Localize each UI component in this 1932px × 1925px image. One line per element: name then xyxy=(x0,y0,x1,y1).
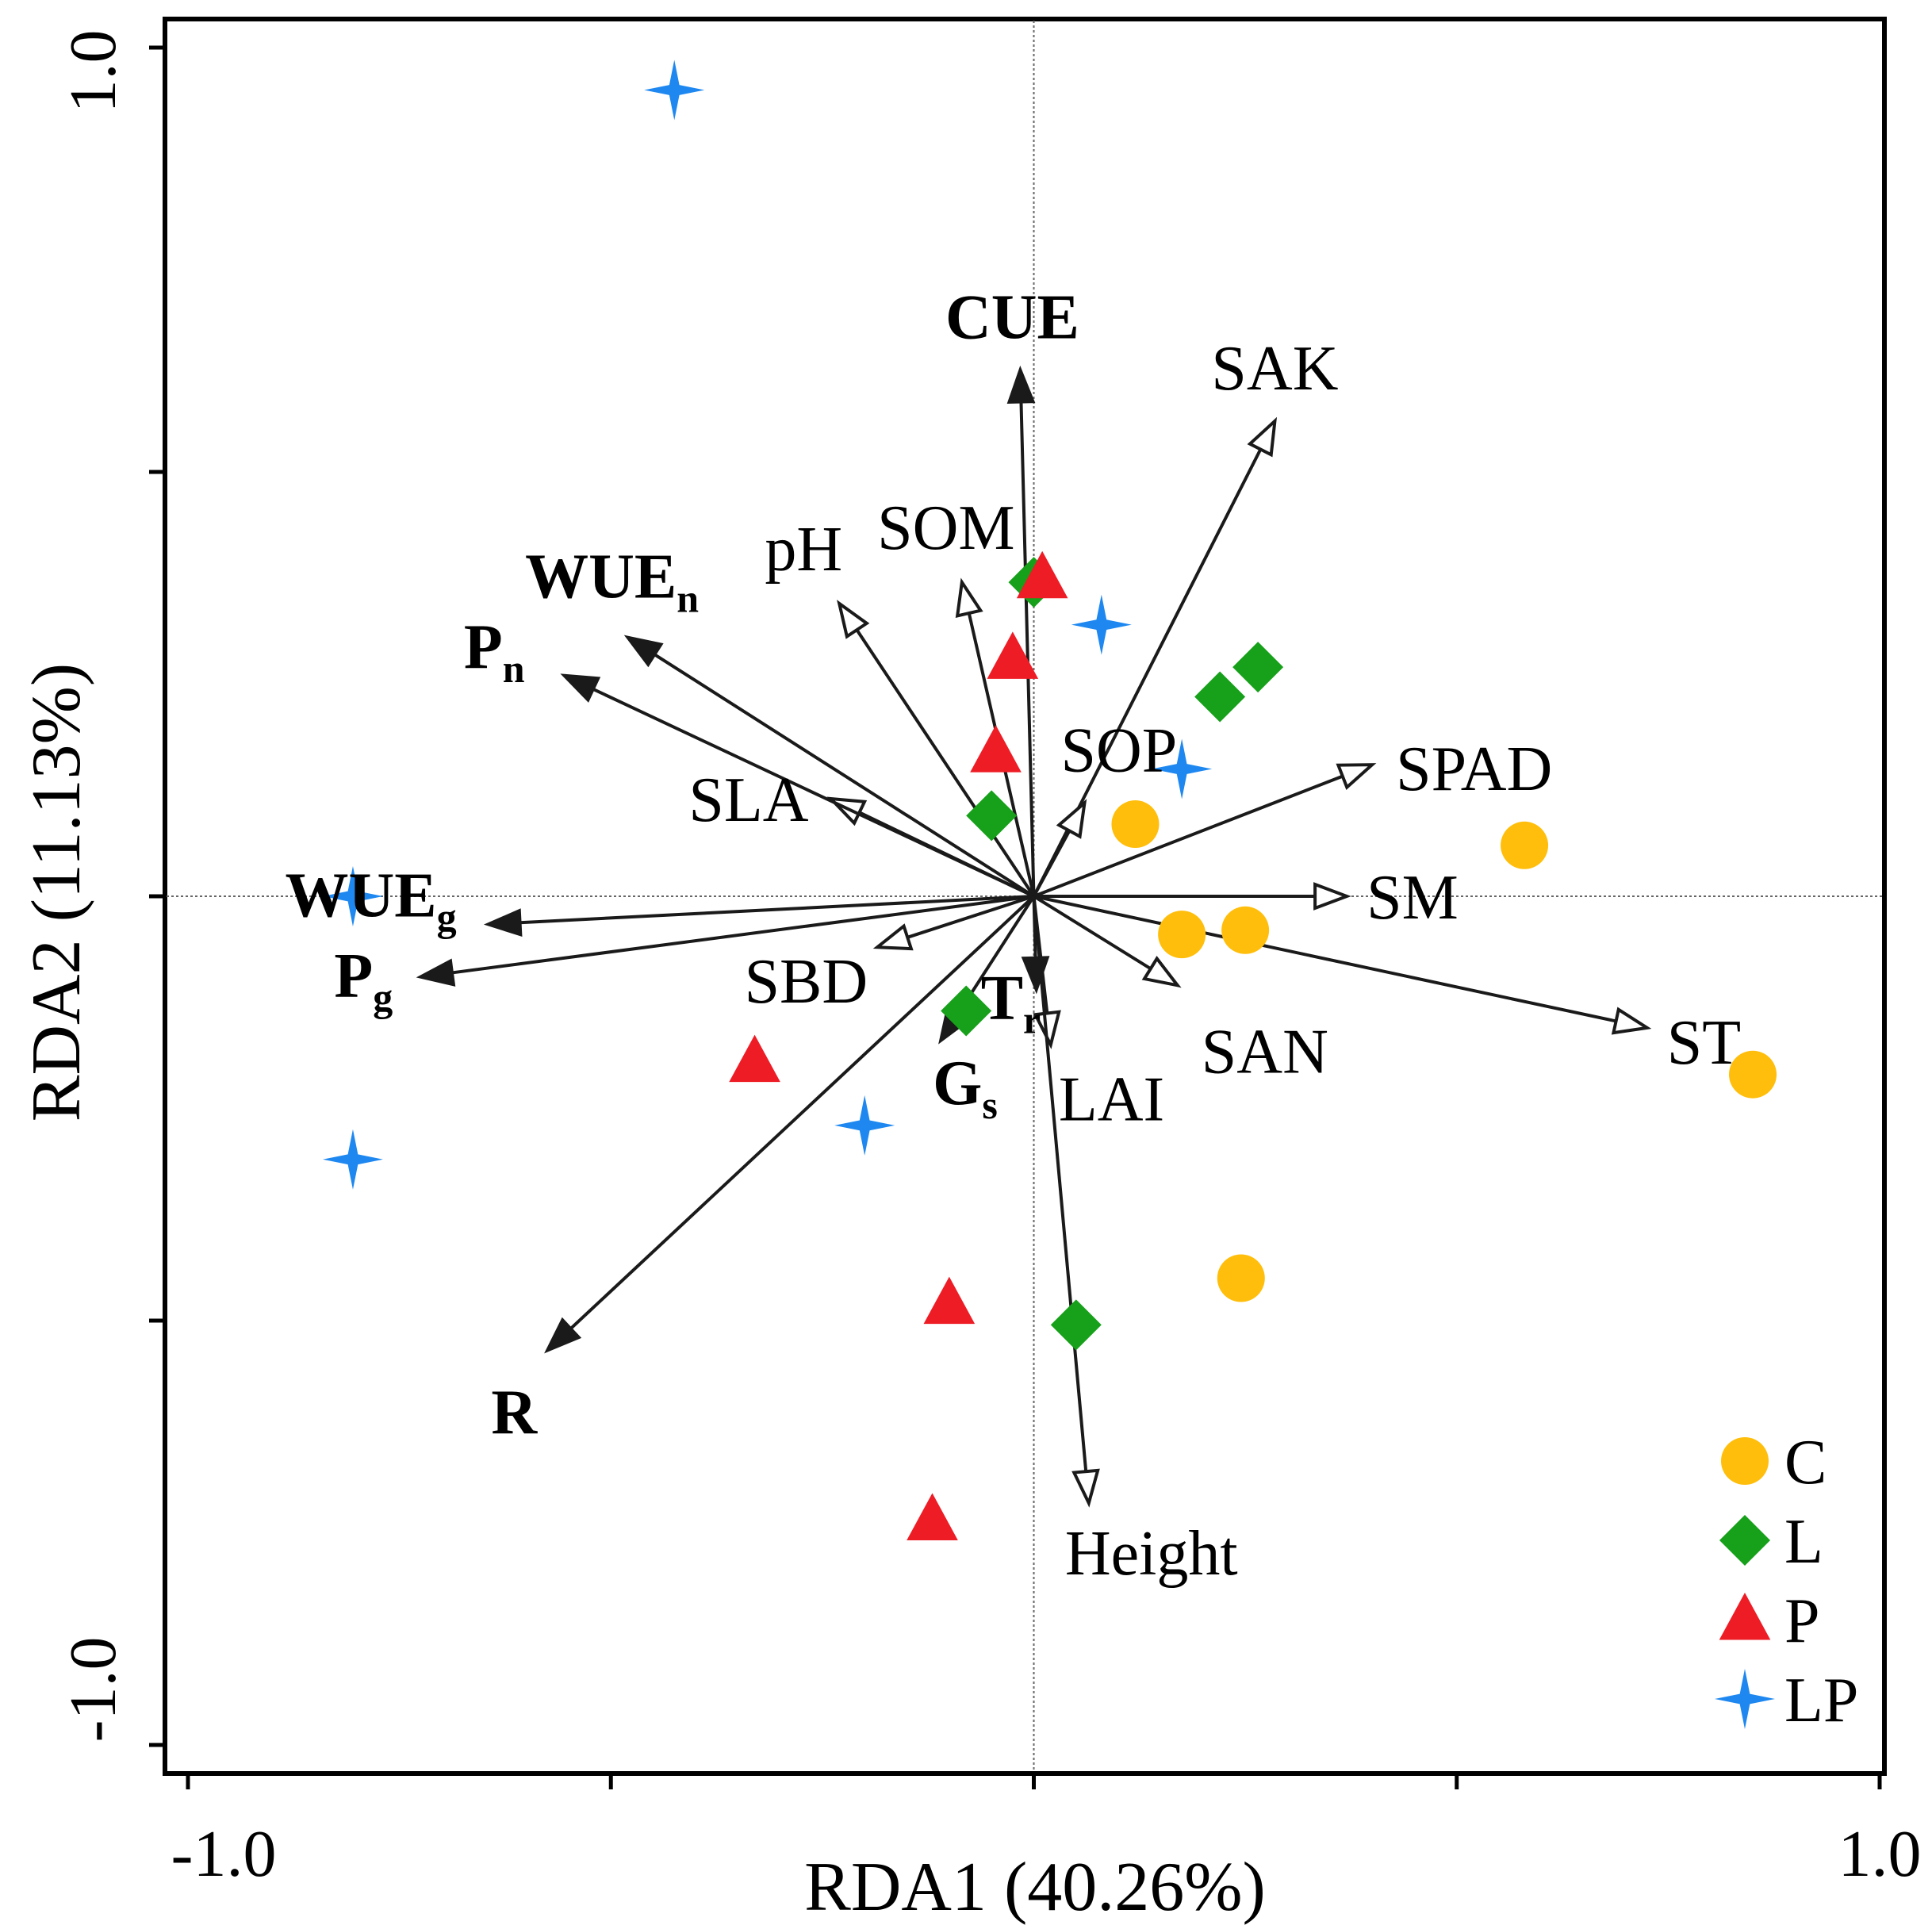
point-lp-6 xyxy=(322,1129,383,1190)
arrowhead-sak xyxy=(1247,416,1278,458)
vector-spad xyxy=(1033,763,1377,898)
arrowhead-cue xyxy=(1006,365,1036,405)
point-l-4 xyxy=(966,790,1018,842)
y-axis-title: RDA2 (11.13%) xyxy=(18,663,95,1122)
arrowhead-som xyxy=(955,577,983,619)
arrowhead-spad xyxy=(1336,763,1377,791)
point-l-5 xyxy=(941,985,992,1037)
label-r: R xyxy=(491,1378,538,1448)
vector-ph xyxy=(837,600,1036,898)
vector-r xyxy=(544,895,1035,1354)
label-wuen: WUEn xyxy=(525,543,699,621)
vector-wueg xyxy=(483,895,1034,938)
x-axis-title: RDA1 (40.26%) xyxy=(804,1849,1266,1925)
vector-height xyxy=(1032,895,1100,1508)
arrowhead-wueg xyxy=(483,908,523,938)
legend-marker-c xyxy=(1721,1437,1769,1485)
arrowhead-san xyxy=(1141,956,1182,988)
vector-wuen xyxy=(623,635,1035,898)
label-ph: pH xyxy=(765,515,842,585)
legend-label-l: L xyxy=(1784,1507,1823,1577)
legend-marker-lp xyxy=(1715,1669,1775,1729)
vector-sbd xyxy=(872,895,1035,951)
label-sm: SM xyxy=(1367,863,1459,933)
x-tick-label-min: -1.0 xyxy=(171,1817,277,1891)
point-c-1 xyxy=(1111,800,1160,849)
point-lp-5 xyxy=(834,1095,895,1156)
point-lp-1 xyxy=(644,59,705,121)
label-height: Height xyxy=(1065,1519,1238,1589)
y-tick-label-min: -1.0 xyxy=(56,1637,130,1743)
point-l-3 xyxy=(1194,671,1246,723)
label-pn: Pn xyxy=(464,612,525,691)
point-p-5 xyxy=(923,1276,976,1325)
y-tick-label-max: 1.0 xyxy=(56,30,130,113)
vector-pg xyxy=(416,895,1034,987)
point-lp-3 xyxy=(1152,738,1213,800)
point-p-6 xyxy=(907,1493,958,1540)
arrowhead-wuen xyxy=(623,635,664,668)
label-sak: SAK xyxy=(1211,334,1338,404)
label-gs: Gs xyxy=(933,1049,998,1127)
label-san: SAN xyxy=(1202,1017,1328,1087)
arrowhead-st xyxy=(1611,1007,1652,1035)
vector-sop xyxy=(1032,799,1087,897)
label-pg: Pg xyxy=(334,941,393,1020)
sample-points xyxy=(322,59,1777,1540)
legend-marker-l xyxy=(1719,1515,1770,1566)
vector-sm xyxy=(1033,882,1351,911)
label-tr: Tr xyxy=(981,964,1041,1042)
label-cue: CUE xyxy=(945,283,1079,353)
point-c-5 xyxy=(1729,1050,1777,1099)
vector-san xyxy=(1033,895,1182,988)
arrowhead-pg xyxy=(416,958,456,987)
point-p-1 xyxy=(1016,550,1068,599)
vector-pn xyxy=(560,673,1035,898)
arrowhead-ph xyxy=(837,600,870,639)
label-sop: SOP xyxy=(1060,715,1177,785)
point-c-2 xyxy=(1501,821,1549,869)
point-c-6 xyxy=(1217,1254,1265,1302)
legend-marker-p xyxy=(1719,1593,1771,1640)
label-st: ST xyxy=(1667,1008,1741,1078)
x-tick-label-max: 1.0 xyxy=(1838,1817,1922,1891)
point-lp-2 xyxy=(1071,594,1132,655)
label-lai: LAI xyxy=(1059,1064,1164,1134)
vector-arrows xyxy=(416,365,1652,1508)
arrowhead-r xyxy=(544,1317,582,1354)
x-axis-ticks xyxy=(186,1774,1882,1789)
vector-cue xyxy=(1006,365,1036,897)
arrowhead-pn xyxy=(560,673,601,703)
legend-label-lp: LP xyxy=(1784,1666,1858,1735)
label-wueg: WUEg xyxy=(285,861,456,939)
point-lp-4 xyxy=(322,866,383,926)
arrowhead-height xyxy=(1071,1468,1100,1508)
vector-labels: SAK SOM pH SPAD SOP SLA SM SBD SAN ST LAI Height CUE… xyxy=(285,283,1741,1589)
point-c-3 xyxy=(1158,911,1206,959)
vector-tr xyxy=(1021,895,1050,995)
label-spad: SPAD xyxy=(1396,734,1552,804)
point-p-3 xyxy=(970,725,1022,773)
point-p-4 xyxy=(729,1034,780,1083)
arrowhead-sm xyxy=(1313,882,1351,911)
point-l-6 xyxy=(1050,1299,1102,1351)
legend: C L P LP xyxy=(1715,1428,1858,1735)
y-axis-ticks xyxy=(149,45,165,1747)
vector-st xyxy=(1033,895,1652,1035)
label-som: SOM xyxy=(877,493,1014,563)
legend-label-p: P xyxy=(1784,1586,1820,1656)
point-l-2 xyxy=(1232,642,1284,693)
arrowhead-sop xyxy=(1056,799,1087,839)
label-sla: SLA xyxy=(688,765,808,835)
point-c-4 xyxy=(1221,906,1270,954)
arrowhead-sbd xyxy=(872,923,914,951)
arrowhead-tr xyxy=(1021,956,1050,995)
legend-label-c: C xyxy=(1784,1428,1827,1497)
label-sbd: SBD xyxy=(745,947,868,1017)
point-p-2 xyxy=(987,631,1039,679)
